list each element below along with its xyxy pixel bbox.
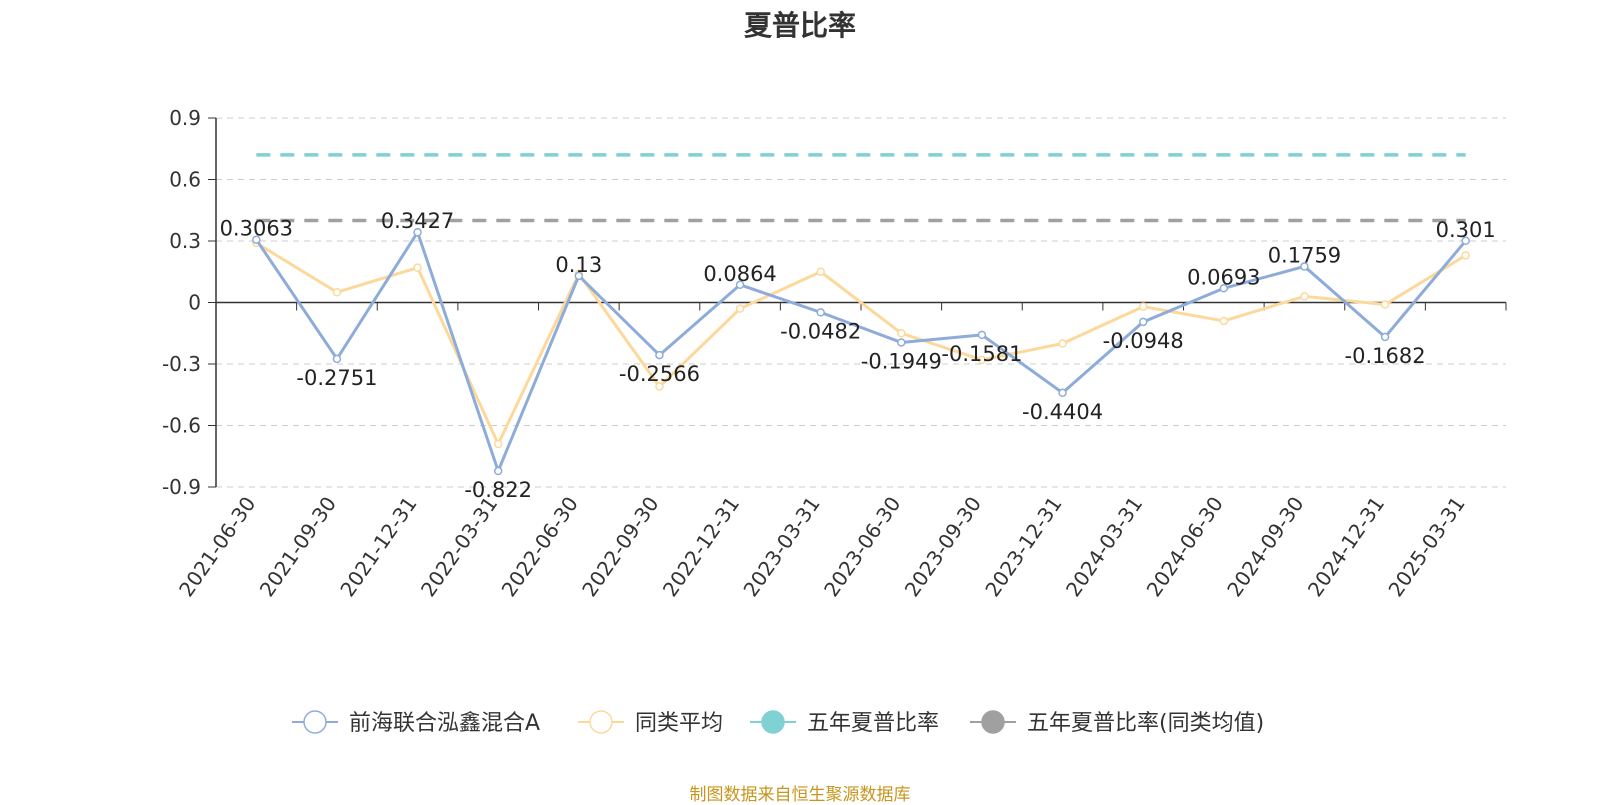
x-tick-label: 2022-06-30 [497, 492, 583, 601]
legend-marker-icon [303, 710, 327, 734]
legend-item[interactable]: 前海联合泓鑫混合A [292, 710, 540, 736]
fund-point [1380, 332, 1390, 342]
fund-data-label: -0.4404 [1022, 400, 1103, 424]
fund-point [1138, 317, 1148, 327]
peer-average-point [1380, 300, 1390, 309]
legend-label: 五年夏普比率(同类均值) [1027, 711, 1264, 736]
fund-data-label: -0.822 [464, 478, 532, 502]
fund-point [655, 350, 664, 360]
fund-data-label: 0.0864 [703, 262, 776, 286]
fund-data-label: 0.13 [555, 253, 602, 277]
legend-marker-icon [981, 710, 1005, 734]
fund-data-label: 0.3063 [220, 217, 293, 241]
x-tick-label: 2023-09-30 [900, 492, 986, 601]
peer-average-point [1058, 339, 1067, 348]
y-tick-label: 0.6 [169, 168, 201, 192]
peer-average-point [816, 267, 825, 276]
fund-point [816, 308, 825, 317]
legend-label: 前海联合泓鑫混合A [349, 711, 540, 736]
fund-data-label: -0.1682 [1345, 344, 1426, 368]
y-tick-label: 0.3 [169, 229, 201, 253]
fund-point [493, 466, 503, 476]
fund-data-label: 0.1759 [1268, 243, 1341, 267]
peer-average-point [897, 329, 906, 338]
legend-marker-icon [761, 710, 785, 734]
peer-average-point [413, 263, 422, 272]
x-tick-label: 2022-03-31 [416, 492, 502, 601]
fund-point [735, 280, 745, 290]
x-tick-label: 2023-06-30 [819, 492, 905, 601]
fund-point [1300, 262, 1309, 271]
fund-line [255, 230, 1467, 473]
y-tick-label: -0.3 [162, 352, 201, 376]
fund-data-label: 0.0693 [1187, 265, 1260, 289]
peer-average-point [332, 288, 342, 297]
peer-average-point [977, 355, 987, 365]
x-tick-label: 2024-09-30 [1222, 492, 1308, 601]
x-tick-label: 2022-09-30 [577, 492, 663, 601]
fund-point [252, 235, 261, 244]
x-tick-label: 2021-09-30 [255, 492, 341, 601]
x-tick-label: 2024-03-31 [1061, 492, 1147, 601]
peer-average-point [1461, 251, 1470, 260]
fund-data-label: -0.1949 [861, 349, 942, 373]
fund-point [1058, 388, 1067, 398]
x-tick-label: 2021-06-30 [174, 492, 260, 601]
fund-point [332, 354, 342, 364]
fund-data-label: 0.3427 [381, 209, 454, 233]
data-source-note: 制图数据来自恒生聚源数据库 [689, 785, 911, 805]
peer-average-point [735, 304, 745, 313]
fund-data-label: -0.2751 [296, 366, 377, 390]
peer-average-point [493, 439, 503, 449]
x-tick-label: 2023-12-31 [980, 492, 1066, 601]
y-tick-label: 0 [188, 291, 201, 315]
legend: 前海联合泓鑫混合A 同类平均 五年夏普比率 五年夏普比率(同类均值) [292, 710, 1264, 736]
fund-point [413, 227, 422, 237]
legend-marker-icon [589, 710, 613, 734]
fund-point [1461, 236, 1470, 246]
x-axis-ticks: 2021-06-302021-09-302021-12-312022-03-31… [174, 302, 1507, 601]
grid-lines [216, 117, 1506, 488]
x-tick-label: 2024-12-31 [1303, 492, 1389, 601]
legend-label: 同类平均 [635, 711, 723, 736]
fund-point [897, 338, 906, 347]
legend-label: 五年夏普比率 [807, 711, 939, 736]
chart-title: 夏普比率 [743, 9, 856, 42]
legend-item[interactable]: 五年夏普比率 [750, 710, 939, 736]
fund-point [977, 330, 987, 340]
x-tick-label: 2024-06-30 [1142, 492, 1228, 601]
x-tick-label: 2021-12-31 [335, 492, 421, 601]
x-tick-label: 2022-12-31 [658, 492, 744, 601]
peer-average-point [655, 382, 664, 391]
legend-item[interactable]: 五年夏普比率(同类均值) [970, 710, 1264, 736]
peer-average-point [1219, 316, 1229, 326]
fund-data-label: -0.1581 [941, 342, 1022, 366]
y-tick-label: 0.9 [169, 106, 201, 130]
fund-data-label: -0.2566 [619, 362, 700, 386]
fund-point [574, 271, 584, 281]
fund-data-label: 0.301 [1436, 218, 1496, 242]
y-tick-label: -0.9 [162, 475, 201, 499]
peer-average-point [1138, 302, 1148, 311]
fund-points [252, 227, 1470, 476]
y-axis-ticks: 0.9 0.6 0.3 0 -0.3 -0.6 -0.9 [162, 106, 216, 499]
y-tick-label: -0.6 [162, 414, 201, 438]
fund-point [1219, 284, 1229, 293]
x-tick-label: 2025-03-31 [1383, 492, 1469, 601]
peer-average-point [1300, 292, 1309, 301]
fund-data-label: -0.0948 [1103, 329, 1184, 353]
fund-data-labels: 0.3063 -0.2751 0.3427 -0.822 0.13 -0.2566 0.08… [220, 209, 1496, 502]
legend-item[interactable]: 同类平均 [578, 710, 723, 736]
fund-data-label: -0.0482 [780, 319, 861, 343]
x-tick-label: 2023-03-31 [738, 492, 824, 601]
